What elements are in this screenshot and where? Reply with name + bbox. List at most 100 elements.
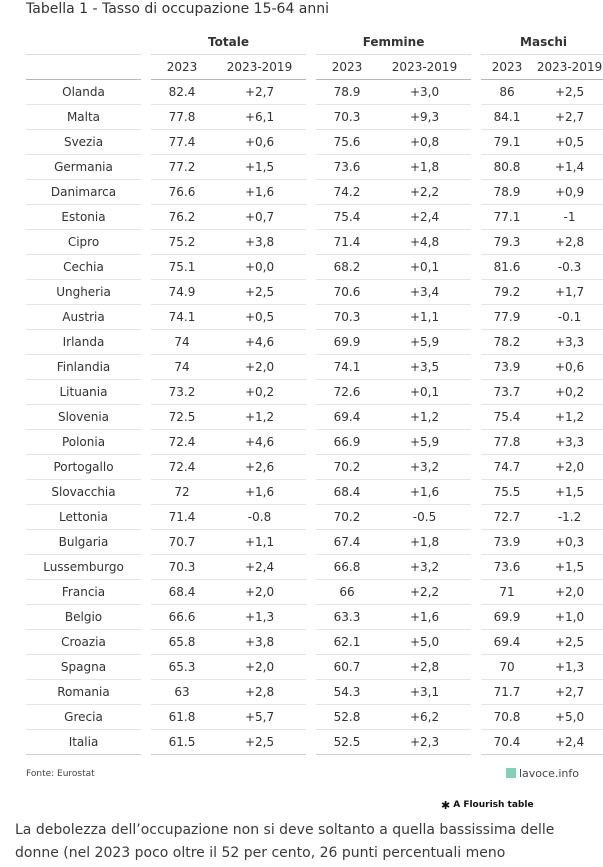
value-cell: 74: [151, 354, 213, 380]
value-cell: +1,2: [378, 404, 472, 430]
table-row: Italia 61.5 +2,5 52.5 +2,3 70.4 +2,4: [26, 729, 603, 755]
country-cell: Francia: [26, 579, 141, 605]
country-cell: Olanda: [26, 79, 141, 105]
source-note: Fonte: Eurostat: [26, 769, 95, 779]
value-cell: +4,6: [213, 429, 307, 455]
value-cell: +2,4: [213, 554, 307, 580]
flourish-credit[interactable]: ✱ A Flourish table: [441, 798, 534, 812]
value-cell: +3,8: [213, 229, 307, 255]
country-cell: Cipro: [26, 229, 141, 255]
flourish-star-icon: ✱: [441, 798, 451, 812]
value-cell: +2,0: [533, 454, 603, 480]
table-row: Ungheria 74.9 +2,5 70.6 +3,4 79.2 +1,7: [26, 279, 603, 305]
value-cell: +3,2: [378, 554, 472, 580]
value-cell: 61.5: [151, 729, 213, 755]
value-cell: 70.2: [316, 504, 379, 530]
value-cell: 75.2: [151, 229, 213, 255]
value-cell: 71.4: [151, 504, 213, 530]
country-cell: Slovacchia: [26, 479, 141, 505]
value-cell: 79.2: [481, 279, 534, 305]
table-row: Belgio 66.6 +1,3 63.3 +1,6 69.9 +1,0: [26, 604, 603, 630]
value-cell: +1,6: [378, 604, 472, 630]
value-cell: 73.9: [481, 354, 534, 380]
table-row: Slovenia 72.5 +1,2 69.4 +1,2 75.4 +1,2: [26, 404, 603, 430]
table-row: Romania 63 +2,8 54.3 +3,1 71.7 +2,7: [26, 679, 603, 705]
value-cell: 86: [481, 79, 534, 105]
value-cell: 72: [151, 479, 213, 505]
value-cell: 69.9: [316, 329, 379, 355]
value-cell: +4,6: [213, 329, 307, 355]
value-cell: 68.2: [316, 254, 379, 280]
value-cell: +0,2: [213, 379, 307, 405]
value-cell: 61.8: [151, 704, 213, 730]
country-cell: Portogallo: [26, 454, 141, 480]
value-cell: +2,7: [533, 679, 603, 705]
table-row: Germania 77.2 +1,5 73.6 +1,8 80.8 +1,4: [26, 154, 603, 180]
value-cell: 74.9: [151, 279, 213, 305]
value-cell: +0,6: [213, 129, 307, 155]
value-cell: +1,8: [378, 154, 472, 180]
value-cell: 70.6: [316, 279, 379, 305]
value-cell: 75.1: [151, 254, 213, 280]
value-cell: +2,2: [378, 179, 472, 205]
value-cell: +1,1: [378, 304, 472, 330]
value-cell: 77.8: [151, 104, 213, 130]
country-cell: Lussemburgo: [26, 554, 141, 580]
lavoce-logo[interactable]: lavoce.info: [506, 765, 579, 781]
table-row: Polonia 72.4 +4,6 66.9 +5,9 77.8 +3,3: [26, 429, 603, 455]
value-cell: -0.5: [378, 504, 472, 530]
value-cell: +3,1: [378, 679, 472, 705]
value-cell: 73.6: [481, 554, 534, 580]
value-cell: +5,9: [378, 329, 472, 355]
value-cell: +3,4: [378, 279, 472, 305]
value-cell: 75.6: [316, 129, 379, 155]
group-header-row: Totale Femmine Maschi: [26, 29, 603, 55]
value-cell: +1,6: [378, 479, 472, 505]
value-cell: +0,6: [533, 354, 603, 380]
table-row: Bulgaria 70.7 +1,1 67.4 +1,8 73.9 +0,3: [26, 529, 603, 555]
value-cell: 78.9: [481, 179, 534, 205]
country-cell: Polonia: [26, 429, 141, 455]
value-cell: 70.3: [316, 104, 379, 130]
value-cell: 74.1: [316, 354, 379, 380]
value-cell: +0,9: [533, 179, 603, 205]
value-cell: +2,8: [213, 679, 307, 705]
value-cell: 75.5: [481, 479, 534, 505]
value-cell: 63.3: [316, 604, 379, 630]
value-cell: +1,2: [533, 404, 603, 430]
table-row: Lituania 73.2 +0,2 72.6 +0,1 73.7 +0,2: [26, 379, 603, 405]
value-cell: +2,5: [213, 279, 307, 305]
value-cell: 65.3: [151, 654, 213, 680]
country-cell: Lituania: [26, 379, 141, 405]
value-cell: 78.2: [481, 329, 534, 355]
value-cell: +2,5: [533, 79, 603, 105]
lavoce-logo-text: lavoce.info: [519, 766, 579, 780]
value-cell: +6,1: [213, 104, 307, 130]
value-cell: +1,5: [533, 554, 603, 580]
value-cell: 72.5: [151, 404, 213, 430]
value-cell: +1,6: [213, 479, 307, 505]
value-cell: +1,3: [213, 604, 307, 630]
table-row: Cechia 75.1 +0,0 68.2 +0,1 81.6 -0.3: [26, 254, 603, 280]
value-cell: 74.2: [316, 179, 379, 205]
value-cell: 72.4: [151, 429, 213, 455]
value-cell: 68.4: [151, 579, 213, 605]
value-cell: +2,2: [378, 579, 472, 605]
value-cell: +1,7: [533, 279, 603, 305]
value-cell: +5,7: [213, 704, 307, 730]
value-cell: +1,8: [378, 529, 472, 555]
value-cell: 79.3: [481, 229, 534, 255]
value-cell: 70.3: [316, 304, 379, 330]
value-cell: 77.2: [151, 154, 213, 180]
table-row: Croazia 65.8 +3,8 62.1 +5,0 69.4 +2,5: [26, 629, 603, 655]
article-text: La debolezza dell’occupazione non si dev…: [15, 819, 595, 865]
value-cell: 52.8: [316, 704, 379, 730]
value-cell: 65.8: [151, 629, 213, 655]
value-cell: 52.5: [316, 729, 379, 755]
flourish-credit-text: A Flourish table: [453, 800, 534, 810]
table-row: Grecia 61.8 +5,7 52.8 +6,2 70.8 +5,0: [26, 704, 603, 730]
value-cell: +1,4: [533, 154, 603, 180]
value-cell: 82.4: [151, 79, 213, 105]
value-cell: 63: [151, 679, 213, 705]
value-cell: +0,5: [213, 304, 307, 330]
